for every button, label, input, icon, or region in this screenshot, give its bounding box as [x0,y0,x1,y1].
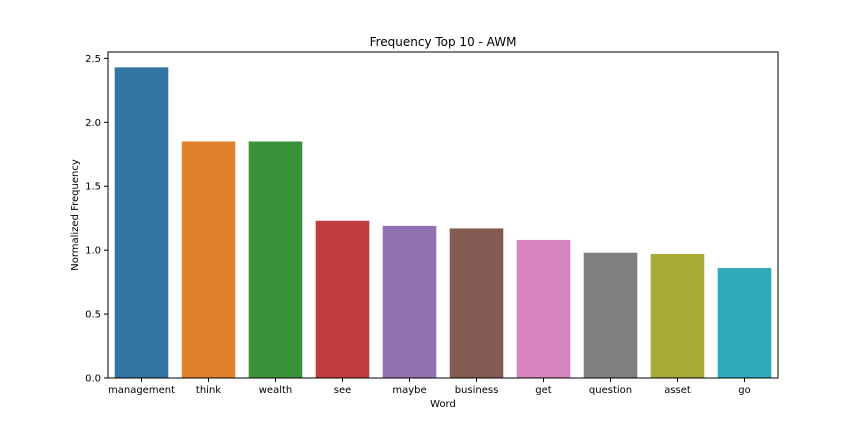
bar-maybe [382,225,437,378]
y-tick-label: 0.0 [85,374,101,385]
bar-question [583,252,638,378]
x-tick-label: maybe [392,385,426,396]
x-tick-label: see [334,385,352,396]
bars-group [114,67,772,378]
bar-asset [650,253,705,378]
y-tick-label: 0.5 [85,310,101,321]
bar-go [717,268,772,378]
x-tick-label: asset [664,385,691,396]
plot-frame [107,51,779,379]
bar-wealth [248,141,303,378]
x-tick-label: business [455,385,499,396]
y-axis-label: Normalized Frequency [70,159,81,271]
y-tick-label: 2.0 [85,118,101,129]
y-tick-label: 1.0 [85,246,101,257]
x-axis-ticks: management think wealth see maybe business get… [108,378,751,396]
y-axis-ticks: 0.0 0.5 1.0 1.5 2.0 2.5 [85,54,108,385]
x-tick-label: go [738,385,750,396]
bar-business [449,228,504,378]
x-axis-label: Word [430,399,456,410]
bar-see [315,220,370,378]
bar-get [516,239,571,378]
bar-management [114,67,169,378]
bar-think [181,141,236,378]
x-tick-label: wealth [259,385,293,396]
x-tick-label: question [589,385,632,396]
x-tick-label: think [196,385,221,396]
y-tick-label: 1.5 [85,182,101,193]
y-tick-label: 2.5 [85,54,101,65]
chart-title: Frequency Top 10 - AWM [370,35,517,49]
x-tick-label: get [535,385,552,396]
x-tick-label: management [108,385,175,396]
